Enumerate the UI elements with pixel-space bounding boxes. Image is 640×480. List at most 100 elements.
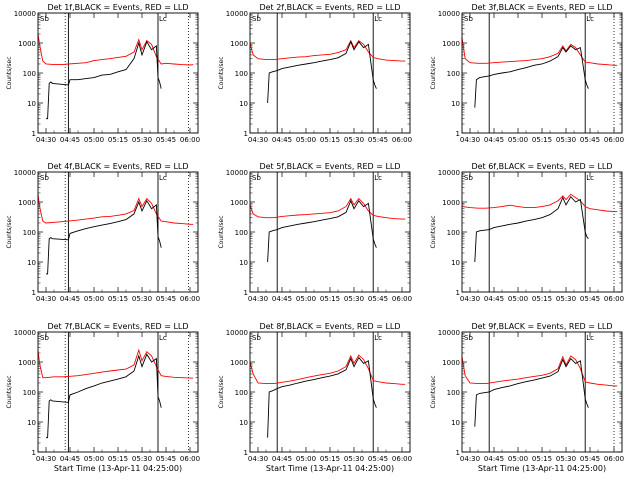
x-tick-label: 06:00 bbox=[604, 136, 624, 144]
plot-frame bbox=[249, 12, 411, 134]
y-axis-label: Counts/sec bbox=[218, 375, 225, 408]
panel-9: Det 9f,BLACK = Events, RED = LLD Counts/s… bbox=[430, 322, 624, 473]
events-series-line bbox=[474, 357, 589, 427]
x-tick-label: 05:00 bbox=[296, 295, 316, 303]
y-tick-label: 1000 bbox=[18, 359, 36, 367]
plot-frame bbox=[37, 12, 199, 134]
x-tick-label: 05:45 bbox=[368, 455, 388, 463]
y-tick-label: 100 bbox=[235, 229, 248, 237]
x-tick-label: 06:00 bbox=[392, 295, 412, 303]
x-tick-label: 04:30 bbox=[460, 295, 480, 303]
y-tick-label: 10 bbox=[451, 259, 460, 267]
x-tick-label: 05:45 bbox=[156, 295, 176, 303]
panel-title: Det 5f,BLACK = Events, RED = LLD bbox=[259, 162, 400, 171]
x-tick-label: 05:30 bbox=[132, 295, 152, 303]
x-tick-label: 05:00 bbox=[84, 136, 104, 144]
x-tick-label: 04:45 bbox=[60, 455, 80, 463]
y-tick-label: 1000 bbox=[230, 199, 248, 207]
x-tick-label: 05:00 bbox=[84, 455, 104, 463]
y-tick-label: 1 bbox=[32, 289, 36, 297]
lld-series-line bbox=[37, 194, 194, 225]
corner-mark-right: Lc bbox=[159, 174, 167, 182]
x-tick-label: 04:30 bbox=[36, 136, 56, 144]
panel-3: Det 3f,BLACK = Events, RED = LLD Counts/s… bbox=[430, 3, 624, 144]
y-tick-label: 1 bbox=[32, 130, 36, 138]
x-tick-label: 04:45 bbox=[484, 295, 504, 303]
corner-mark-right: Lc bbox=[374, 334, 382, 342]
y-tick-label: 10 bbox=[239, 259, 248, 267]
y-axis-label: Counts/sec bbox=[430, 375, 437, 408]
y-tick-label: 100 bbox=[447, 70, 460, 78]
panel-4: Det 4f,BLACK = Events, RED = LLD Counts/s… bbox=[6, 162, 200, 303]
x-tick-label: 05:45 bbox=[580, 295, 600, 303]
corner-mark-right: Lc bbox=[374, 15, 382, 23]
y-axis-label: Counts/sec bbox=[430, 56, 437, 89]
corner-mark-left: Sb bbox=[252, 15, 261, 23]
y-tick-label: 10000 bbox=[14, 169, 36, 177]
y-tick-label: 1000 bbox=[442, 199, 460, 207]
panel-title: Det 6f,BLACK = Events, RED = LLD bbox=[471, 162, 612, 171]
y-tick-label: 1 bbox=[244, 449, 248, 457]
x-tick-label: 04:30 bbox=[460, 136, 480, 144]
lld-series-line bbox=[249, 197, 406, 220]
panel-title: Det 1f,BLACK = Events, RED = LLD bbox=[47, 3, 188, 12]
x-tick-label: 05:00 bbox=[296, 455, 316, 463]
y-tick-label: 1 bbox=[244, 130, 248, 138]
x-tick-label: 05:30 bbox=[556, 295, 576, 303]
panel-title: Det 9f,BLACK = Events, RED = LLD bbox=[471, 322, 612, 331]
events-series-line bbox=[267, 199, 377, 263]
panel-title: Det 4f,BLACK = Events, RED = LLD bbox=[47, 162, 188, 171]
corner-mark-left: Sb bbox=[40, 174, 49, 182]
lld-series-line bbox=[461, 355, 618, 387]
corner-mark-left: Sb bbox=[40, 15, 49, 23]
events-series-line bbox=[46, 353, 162, 439]
x-tick-label: 06:00 bbox=[604, 455, 624, 463]
x-tick-label: 05:30 bbox=[556, 455, 576, 463]
x-tick-label: 05:30 bbox=[556, 136, 576, 144]
corner-mark-right: Lc bbox=[586, 334, 594, 342]
y-tick-label: 1000 bbox=[442, 40, 460, 48]
lld-series-line bbox=[37, 33, 194, 66]
y-tick-label: 10000 bbox=[226, 169, 248, 177]
x-tick-label: 05:15 bbox=[320, 136, 340, 144]
y-tick-label: 10 bbox=[239, 100, 248, 108]
corner-mark-right: Lc bbox=[586, 15, 594, 23]
lld-series-line bbox=[461, 193, 618, 213]
y-tick-label: 10 bbox=[27, 259, 36, 267]
y-tick-label: 1000 bbox=[230, 359, 248, 367]
x-tick-label: 05:45 bbox=[580, 455, 600, 463]
panel-1: Det 1f,BLACK = Events, RED = LLD Counts/s… bbox=[6, 3, 200, 144]
y-tick-label: 100 bbox=[23, 389, 36, 397]
x-tick-label: 04:45 bbox=[60, 295, 80, 303]
y-tick-label: 10000 bbox=[14, 10, 36, 18]
y-tick-label: 10 bbox=[27, 100, 36, 108]
x-tick-label: 04:30 bbox=[248, 136, 268, 144]
y-tick-label: 100 bbox=[447, 389, 460, 397]
y-tick-label: 10000 bbox=[438, 10, 460, 18]
y-tick-label: 1000 bbox=[18, 199, 36, 207]
x-tick-label: 05:45 bbox=[580, 136, 600, 144]
x-tick-label: 05:00 bbox=[508, 136, 528, 144]
y-tick-label: 1 bbox=[244, 289, 248, 297]
y-tick-label: 1000 bbox=[442, 359, 460, 367]
x-tick-label: 05:30 bbox=[344, 295, 364, 303]
x-axis-label: Start Time (13-Apr-11 04:25:00) bbox=[266, 464, 394, 473]
x-tick-label: 05:30 bbox=[132, 455, 152, 463]
x-tick-label: 05:15 bbox=[532, 136, 552, 144]
y-tick-label: 100 bbox=[23, 229, 36, 237]
y-tick-label: 10 bbox=[239, 419, 248, 427]
panel-title: Det 2f,BLACK = Events, RED = LLD bbox=[259, 3, 400, 12]
y-axis-label: Counts/sec bbox=[6, 215, 13, 248]
y-tick-label: 1 bbox=[456, 449, 460, 457]
corner-mark-right: Lc bbox=[374, 174, 382, 182]
x-tick-label: 04:45 bbox=[272, 295, 292, 303]
y-tick-label: 10000 bbox=[226, 329, 248, 337]
x-tick-label: 06:00 bbox=[392, 136, 412, 144]
events-series-line bbox=[46, 199, 162, 275]
corner-mark-left: Sb bbox=[464, 15, 473, 23]
plot-frame bbox=[249, 331, 411, 453]
corner-mark-left: Sb bbox=[464, 334, 473, 342]
plot-frame bbox=[37, 331, 199, 453]
y-tick-label: 10000 bbox=[438, 169, 460, 177]
